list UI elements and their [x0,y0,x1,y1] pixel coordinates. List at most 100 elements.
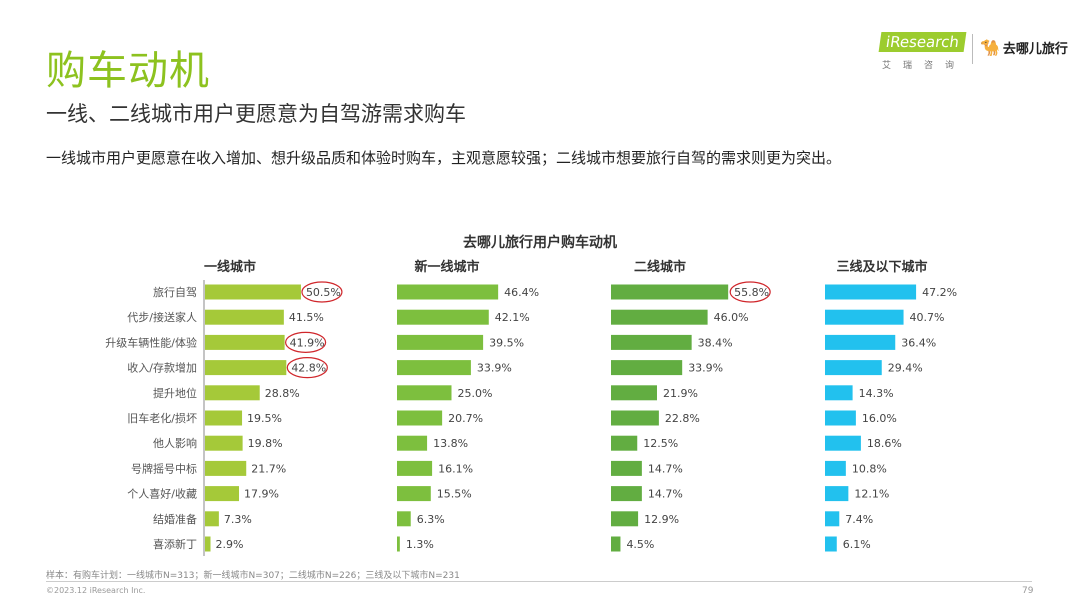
category-label: 旧车老化/损坏 [127,411,197,425]
data-label: 12.1% [854,488,889,501]
bar [397,284,499,300]
bar [611,284,729,300]
data-label: 39.5% [489,336,524,349]
data-label: 25.0% [458,387,493,400]
bar [205,511,219,527]
series-label: 二线城市 [634,259,686,275]
bar [397,309,489,325]
bar [397,486,431,502]
data-label: 21.7% [251,462,286,475]
category-label: 提升地位 [153,386,197,400]
bar [397,360,471,376]
data-label: 17.9% [244,488,279,501]
bar [825,385,853,401]
data-label: 2.9% [216,538,244,551]
data-label: 21.9% [663,387,698,400]
category-label: 号牌摇号中标 [131,461,197,475]
data-label: 42.1% [495,311,530,324]
bar [825,511,840,527]
bar [825,460,846,476]
bar [205,435,243,451]
bar [611,536,621,552]
data-label: 4.5% [626,538,654,551]
data-label: 16.0% [862,412,897,425]
category-label: 代步/接送家人 [127,310,197,324]
highlight-circle [729,281,771,303]
data-label: 18.6% [867,437,902,450]
bar [397,385,452,401]
data-label: 12.9% [644,513,679,526]
bar [397,410,443,426]
page-description: 一线城市用户更愿意在收入增加、想升级品质和体验时购车，主观意愿较强；二线城市想要… [46,149,842,167]
data-label: 10.8% [852,462,887,475]
bar [825,435,861,451]
bar [205,360,287,376]
chart-title: 去哪儿旅行用户购车动机 [463,234,617,251]
data-label: 38.4% [698,336,733,349]
data-label: 12.5% [643,437,678,450]
data-label: 55.8% [734,286,769,299]
bar [825,536,837,552]
bar [825,334,896,350]
category-label: 他人影响 [153,437,197,450]
bar [205,334,285,350]
data-label: 50.5% [306,286,341,299]
bar [611,334,692,350]
category-label: 收入/存款增加 [127,361,197,375]
bar [825,284,917,300]
bar [611,385,657,401]
data-label: 14.7% [648,488,683,501]
data-label: 41.5% [289,311,324,324]
data-label: 33.9% [477,362,512,375]
iresearch-logo-cn: 艾瑞咨询 [882,61,967,71]
bar [397,511,411,527]
bar [611,486,642,502]
data-label: 42.8% [291,362,326,375]
data-label: 13.8% [433,437,468,450]
series-label: 一线城市 [204,259,256,275]
bar [611,460,642,476]
data-label: 46.4% [504,286,539,299]
data-label: 40.7% [910,311,945,324]
data-label: 22.8% [665,412,700,425]
page-subtitle: 一线、二线城市用户更愿意为自驾游需求购车 [46,102,466,126]
bar [825,410,856,426]
data-label: 28.8% [265,387,300,400]
logo-group: iResearch 艾瑞咨询 🐪 去哪儿旅行 [878,32,1070,72]
bar [205,410,243,426]
data-label: 14.3% [859,387,894,400]
data-label: 7.3% [224,513,252,526]
data-label: 6.1% [843,538,871,551]
page-title: 购车动机 [46,48,210,94]
data-label: 16.1% [438,462,473,475]
bar [205,385,260,401]
data-label: 15.5% [437,488,472,501]
data-label: 33.9% [688,362,723,375]
data-label: 19.8% [248,437,283,450]
data-label: 19.5% [247,412,282,425]
bar [397,536,400,552]
bar [205,536,211,552]
series-label: 新一线城市 [414,259,479,275]
bar [397,435,428,451]
bar [825,486,849,502]
category-label: 旅行自驾 [153,285,197,299]
series-label: 三线及以下城市 [836,259,927,275]
page-number: 79 [1022,586,1034,596]
bar [205,486,240,502]
bar [611,435,638,451]
bar [611,360,683,376]
qunar-logo-text: 去哪儿旅行 [1002,42,1068,57]
data-label: 29.4% [888,362,923,375]
bar [397,334,484,350]
data-label: 6.3% [417,513,445,526]
bar [205,284,301,300]
copyright: ©2023.12 iResearch Inc. [46,586,146,595]
highlight-circle [301,281,343,303]
bar [205,309,284,325]
data-label: 41.9% [290,336,325,349]
data-label: 14.7% [648,462,683,475]
highlight-circle [285,331,327,353]
bar [205,460,247,476]
